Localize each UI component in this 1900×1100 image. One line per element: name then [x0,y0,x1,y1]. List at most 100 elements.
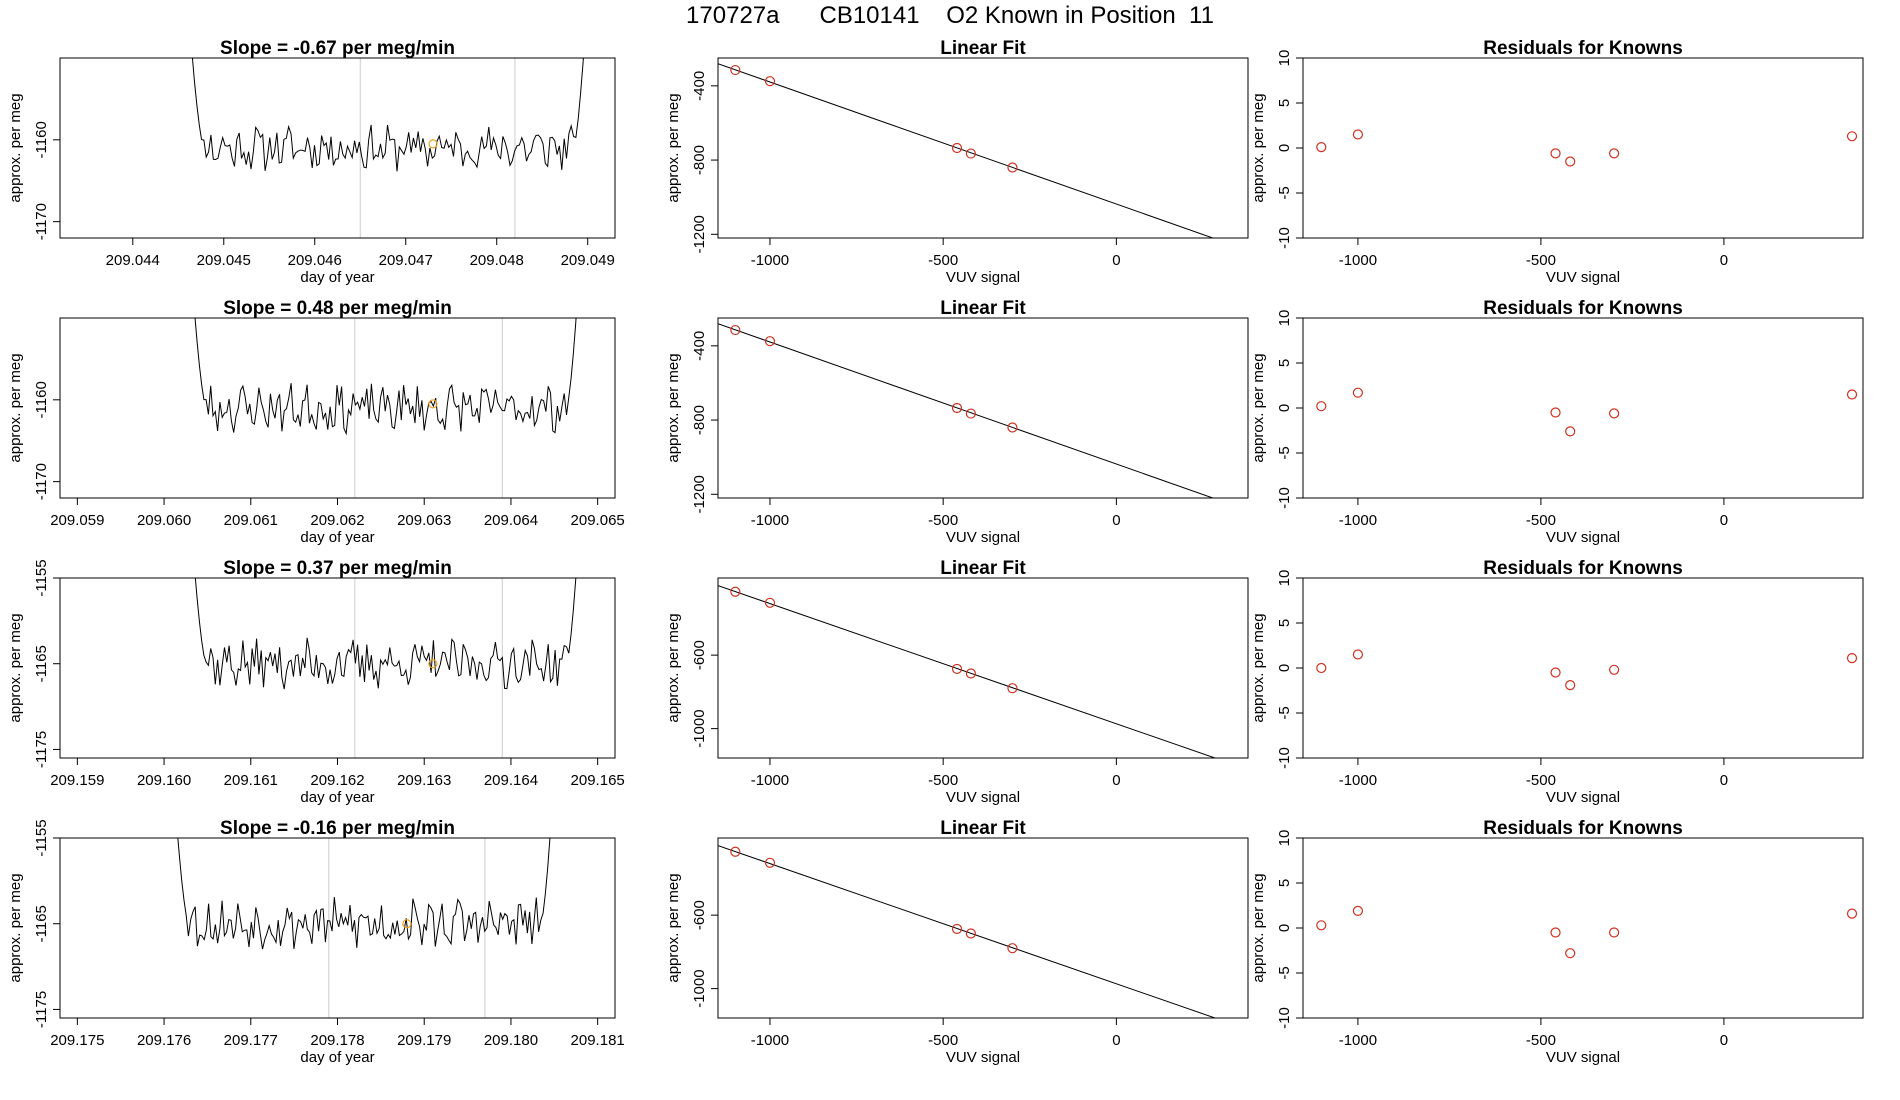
y-tick-label: -1170 [33,463,50,500]
x-tick-label: 209.175 [50,1032,104,1049]
plot-frame [59,317,616,499]
plot-frame [59,57,616,239]
x-tick-label: 209.065 [571,512,625,529]
data-point [764,857,776,868]
y-tick-label: -1175 [33,731,50,768]
y-tick-label: 5 [1276,879,1293,887]
y-tick-label: -5 [1276,706,1293,719]
panel-title: Linear Fit [940,818,1026,839]
panel-resid-row-4: Residuals for Knowns -1000 -500 0 10 5 0 -5 -10 V… [1250,818,1864,1066]
y-tick-label: -5 [1276,966,1293,979]
plot-frame [717,317,1249,499]
x-axis-label: VUV signal [946,269,1020,286]
y-tick-label: -1155 [33,819,50,856]
data-point [951,663,963,675]
data-point [764,336,776,347]
x-tick-label: 209.179 [397,1032,451,1049]
panel-fit-row-4: Linear Fit -1000 -500 0 -600 -1000 VUV signal a… [665,818,1249,1066]
y-tick-label: -1160 [33,381,50,418]
x-tick-label: -500 [1526,772,1556,789]
plot-frame [59,577,616,759]
data-point [951,142,963,154]
residual-point [1316,662,1327,674]
x-tick-label: 209.178 [310,1032,364,1049]
data-point [1007,422,1018,433]
x-tick-label: 209.176 [137,1032,191,1049]
data-point [764,597,776,608]
residual-point [1352,387,1364,398]
residual-point [1609,148,1620,159]
known-point [428,659,438,669]
data-point [1233,761,1242,770]
x-tick-label: -500 [1526,1032,1556,1049]
y-tick-label: 10 [1276,50,1293,67]
x-tick-label: 209.165 [571,772,625,789]
residual-point [1609,927,1620,938]
panel-title: Slope = 0.48 per meg/min [223,298,452,319]
panel-title: Linear Fit [940,558,1026,579]
plot-area [718,845,1217,1018]
plot-area [1316,905,1858,959]
plot-frame [717,837,1249,1019]
residual-point [1846,652,1858,664]
y-axis-label: approx. per meg [7,93,24,202]
y-tick-label: 0 [1276,924,1293,932]
x-axis-label: VUV signal [1546,529,1620,546]
panel-title: Residuals for Knowns [1483,298,1683,319]
x-tick-label: 209.062 [310,512,364,529]
y-axis-label: approx. per meg [1250,353,1267,462]
residual-point [1609,408,1620,419]
data-point [965,408,976,419]
residual-point [1609,664,1620,675]
y-tick-label: 0 [1276,404,1293,412]
data-point [730,324,741,336]
y-axis-label: approx. per meg [7,353,24,462]
x-tick-label: -500 [928,512,958,529]
known-point [402,919,412,929]
data-point [965,668,976,679]
plot-frame [717,57,1249,239]
y-tick-label: -1200 [691,215,708,253]
x-tick-label: 209.164 [484,772,538,789]
x-tick-label: -500 [1526,512,1556,529]
x-tick-label: -500 [928,252,958,269]
x-axis-label: VUV signal [946,529,1020,546]
plot-area [1316,649,1858,691]
x-tick-label: 0 [1112,512,1120,529]
y-tick-label: 10 [1276,310,1293,327]
panel-resid-row-3: Residuals for Knowns -1000 -500 0 10 5 0 -5 -10 V… [1250,558,1864,806]
x-tick-label: 209.064 [484,512,538,529]
x-tick-label: 209.049 [561,252,615,269]
x-tick-label: 0 [1720,1032,1728,1049]
panel-title: Slope = -0.67 per meg/min [220,38,455,59]
x-axis-label: day of year [300,789,374,806]
y-axis-label: approx. per meg [1250,873,1267,982]
panel-title: Linear Fit [940,38,1026,59]
y-tick-label: -800 [691,145,708,175]
fit-line [718,585,1217,758]
panel-title: Linear Fit [940,298,1026,319]
x-tick-label: 209.061 [224,512,278,529]
residual-point [1846,389,1858,400]
x-tick-label: 0 [1720,772,1728,789]
x-tick-label: 209.048 [470,252,524,269]
residual-point [1550,667,1561,678]
x-tick-label: 209.161 [224,772,278,789]
residual-point [1565,156,1576,167]
data-point [730,846,741,857]
y-tick-label: -1175 [33,991,50,1028]
plot-frame [1302,837,1864,1019]
y-tick-label: -600 [691,900,708,930]
x-axis-label: VUV signal [1546,269,1620,286]
plot-area [1316,387,1858,437]
data-point [951,923,963,935]
plot-frame [59,837,616,1019]
y-tick-label: -1170 [33,203,50,240]
y-tick-label: -1000 [691,969,708,1007]
x-tick-label: -500 [1526,252,1556,269]
panel-trace-row-1: Slope = -0.67 per meg/min 209.044 209.045 2… [7,38,616,286]
plot-area [718,323,1242,511]
data-point [965,928,976,939]
data-point [1233,502,1242,511]
